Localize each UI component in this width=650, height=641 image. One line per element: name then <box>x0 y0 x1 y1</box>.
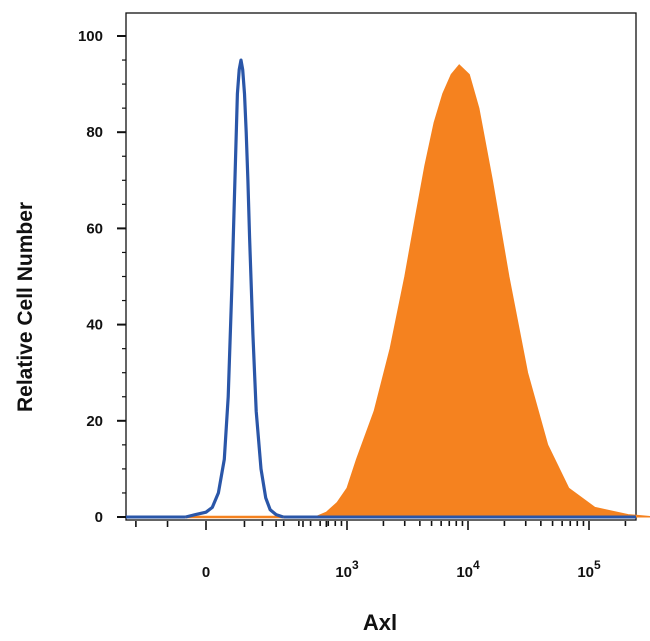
y-tick-label: 0 <box>95 509 103 526</box>
plot-frame <box>125 12 637 521</box>
x-tick-base: 10 <box>577 564 594 581</box>
y-tick-label: 60 <box>86 220 103 237</box>
y-tick-label: 80 <box>86 124 103 141</box>
x-axis: 0 103 104 105 <box>135 521 627 581</box>
y-axis-title: Relative Cell Number <box>14 202 37 412</box>
series-line-1 <box>185 58 284 519</box>
x-tick-exponent: 4 <box>473 558 480 572</box>
x-tick-base: 10 <box>456 564 473 581</box>
y-axis: 0 20 40 60 80 100 <box>78 28 126 526</box>
series-fill-0 <box>314 64 650 518</box>
x-tick-label: 103 <box>335 558 359 581</box>
y-tick-label: 40 <box>86 317 103 334</box>
x-tick-exponent: 3 <box>352 558 359 572</box>
y-tick-label: 20 <box>86 413 103 430</box>
y-tick-label: 100 <box>78 28 103 45</box>
filled-histograms <box>126 64 650 519</box>
line-histograms <box>126 58 636 519</box>
x-tick-exponent: 5 <box>594 558 601 572</box>
x-tick-label: 0 <box>202 564 210 581</box>
x-tick-base: 0 <box>202 564 210 581</box>
x-tick-label: 105 <box>577 558 601 581</box>
x-tick-label: 104 <box>456 558 480 581</box>
x-axis-title: Axl <box>363 610 397 635</box>
x-tick-base: 10 <box>335 564 352 581</box>
